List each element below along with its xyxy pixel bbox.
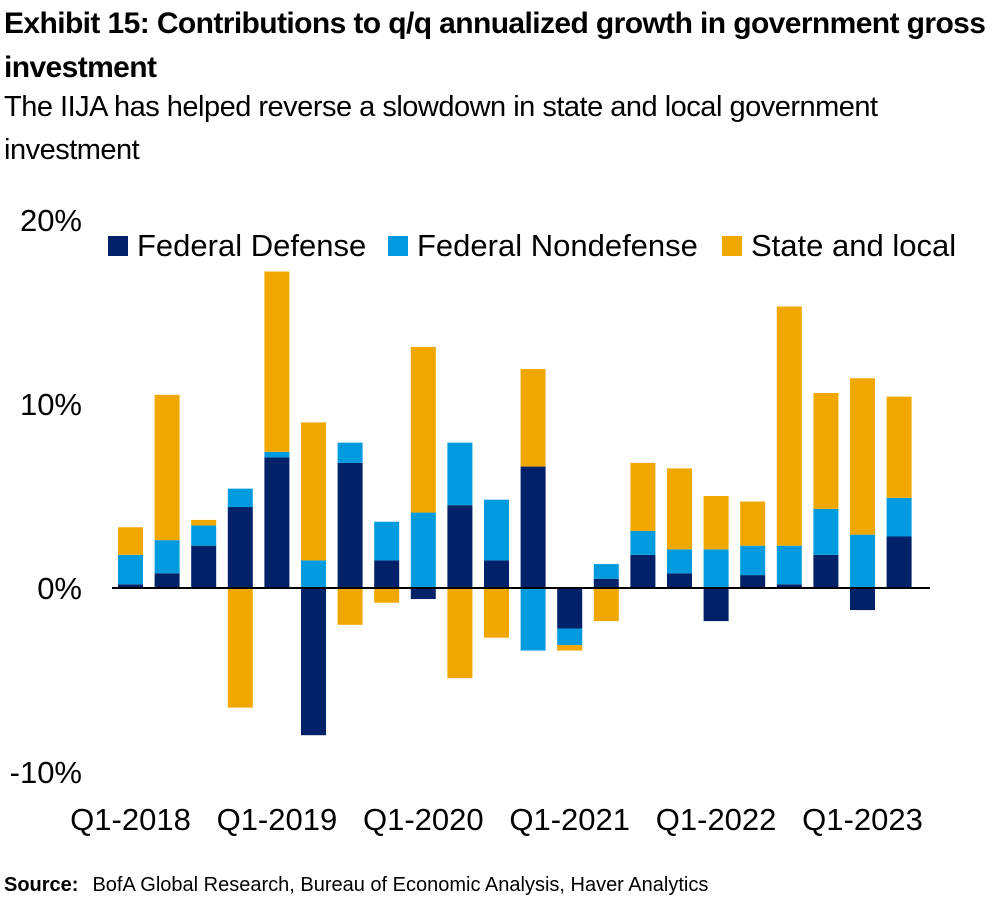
legend-label: State and local [751,228,956,263]
bar-federal-defense-q1-2021 [557,588,583,629]
bar-state-and-local-q3-2019 [337,588,363,625]
source-label: Source: [4,874,79,896]
bar-state-and-local-q2-2021 [593,588,619,622]
y-tick-label: -10% [10,755,82,790]
bar-state-and-local-q1-2019 [264,271,290,452]
bar-state-and-local-q2-2020 [447,588,473,679]
bar-federal-defense-q4-2020 [520,466,546,588]
bar-state-and-local-q3-2020 [484,588,509,638]
x-tick-label: Q1-2018 [70,802,191,837]
bar-federal-defense-q3-2020 [484,560,509,588]
legend-label: Federal Nondefense [417,228,698,263]
bar-federal-nondefense-q2-2018 [154,540,180,574]
bar-chart: -10% 0% 10% 20% Q1-2018 Q1-2019 Q1-2020 Q1-202… [10,203,956,837]
bar-federal-nondefense-q2-2021 [593,564,619,579]
bar-federal-nondefense-q2-2022 [740,545,766,576]
bar-federal-nondefense-q3-2022 [776,545,802,585]
bar-federal-defense-q4-2021 [667,573,692,588]
bar-federal-defense-q2-2018 [154,573,180,588]
bar-federal-defense-q3-2019 [337,462,363,588]
x-tick-label: Q1-2022 [656,802,777,837]
bar-federal-defense-q3-2021 [630,554,656,588]
bar-federal-nondefense-q4-2021 [667,549,692,574]
y-tick-label: 20% [20,203,82,238]
bar-federal-defense-q2-2021 [593,578,619,588]
bar-state-and-local-q4-2021 [667,468,692,550]
bar-state-and-local-q3-2021 [630,462,656,531]
x-tick-label: Q1-2023 [802,802,923,837]
bar-federal-defense-q3-2022 [776,584,802,588]
legend: Federal Defense Federal Nondefense State a… [108,228,956,263]
bar-federal-nondefense-q1-2021 [557,628,583,646]
bar-federal-nondefense-q3-2019 [337,442,363,463]
bar-state-and-local-q2-2019 [301,422,326,561]
bar-federal-nondefense-q3-2021 [630,530,656,555]
bar-federal-defense-q1-2023 [850,588,875,611]
bar-federal-defense-q2-2019 [301,588,326,736]
bar-federal-nondefense-q1-2023 [850,534,875,588]
bar-state-and-local-q3-2022 [776,306,802,546]
bar-state-and-local-q2-2022 [740,501,766,546]
bar-federal-defense-q2-2022 [740,575,766,588]
bar-federal-defense-q1-2020 [410,588,436,600]
bar-state-and-local-q4-2018 [227,588,253,708]
bar-state-and-local-q4-2022 [813,392,839,509]
bar-federal-nondefense-q1-2022 [703,549,729,588]
bar-federal-defense-q2-2023 [886,536,912,588]
source-text: BofA Global Research, Bureau of Economic… [92,874,709,896]
legend-label: Federal Defense [137,228,366,263]
bar-federal-defense-q1-2018 [118,584,143,588]
bar-federal-defense-q4-2018 [227,507,253,588]
bar-state-and-local-q1-2023 [850,378,875,535]
bar-federal-nondefense-q2-2020 [447,442,473,506]
bar-federal-nondefense-q4-2018 [227,488,253,508]
chart-subtitle: The IIJA has helped reverse a slowdown i… [4,91,878,166]
bar-federal-nondefense-q4-2020 [520,588,546,651]
bar-state-and-local-q1-2021 [557,645,583,651]
legend-swatch-state-and-local [722,236,742,256]
y-tick-label: 10% [20,387,82,422]
bar-state-and-local-q2-2023 [886,396,912,498]
x-tick-label: Q1-2020 [363,802,484,837]
bar-federal-nondefense-q4-2022 [813,508,839,555]
bar-federal-defense-q4-2019 [374,560,400,588]
bar-federal-defense-q4-2022 [813,554,839,588]
bar-federal-defense-q3-2018 [191,545,217,588]
bar-federal-nondefense-q1-2019 [264,451,290,458]
bar-state-and-local-q3-2018 [191,519,217,526]
legend-swatch-federal-defense [108,236,128,256]
bar-federal-nondefense-q1-2018 [118,554,143,585]
bar-state-and-local-q1-2018 [118,527,143,555]
bar-federal-nondefense-q3-2018 [191,525,217,546]
y-tick-label: 0% [37,571,82,606]
bar-state-and-local-q1-2022 [703,496,729,550]
y-axis: -10% 0% 10% 20% [10,203,82,790]
bar-federal-defense-q1-2022 [703,588,729,622]
bar-state-and-local-q4-2019 [374,588,400,603]
bar-federal-defense-q2-2020 [447,505,473,588]
bar-federal-defense-q1-2019 [264,457,290,588]
bar-federal-nondefense-q2-2023 [886,497,912,537]
bar-state-and-local-q2-2018 [154,394,180,541]
x-tick-label: Q1-2019 [217,802,338,837]
source-note: Source: BofA Global Research, Bureau of E… [4,874,708,897]
bar-state-and-local-q1-2020 [410,346,436,513]
x-axis: Q1-2018 Q1-2019 Q1-2020 Q1-2021 Q1-2022 Q1-20… [70,802,923,837]
bar-federal-nondefense-q4-2019 [374,521,400,561]
bars-layer [118,271,912,736]
legend-swatch-federal-nondefense [388,236,408,256]
x-tick-label: Q1-2021 [509,802,630,837]
chart-title: Exhibit 15: Contributions to q/q annuali… [4,7,986,84]
bar-federal-nondefense-q1-2020 [410,512,436,588]
bar-federal-nondefense-q3-2020 [484,499,509,561]
bar-state-and-local-q4-2020 [520,369,546,467]
bar-federal-nondefense-q2-2019 [301,560,326,588]
